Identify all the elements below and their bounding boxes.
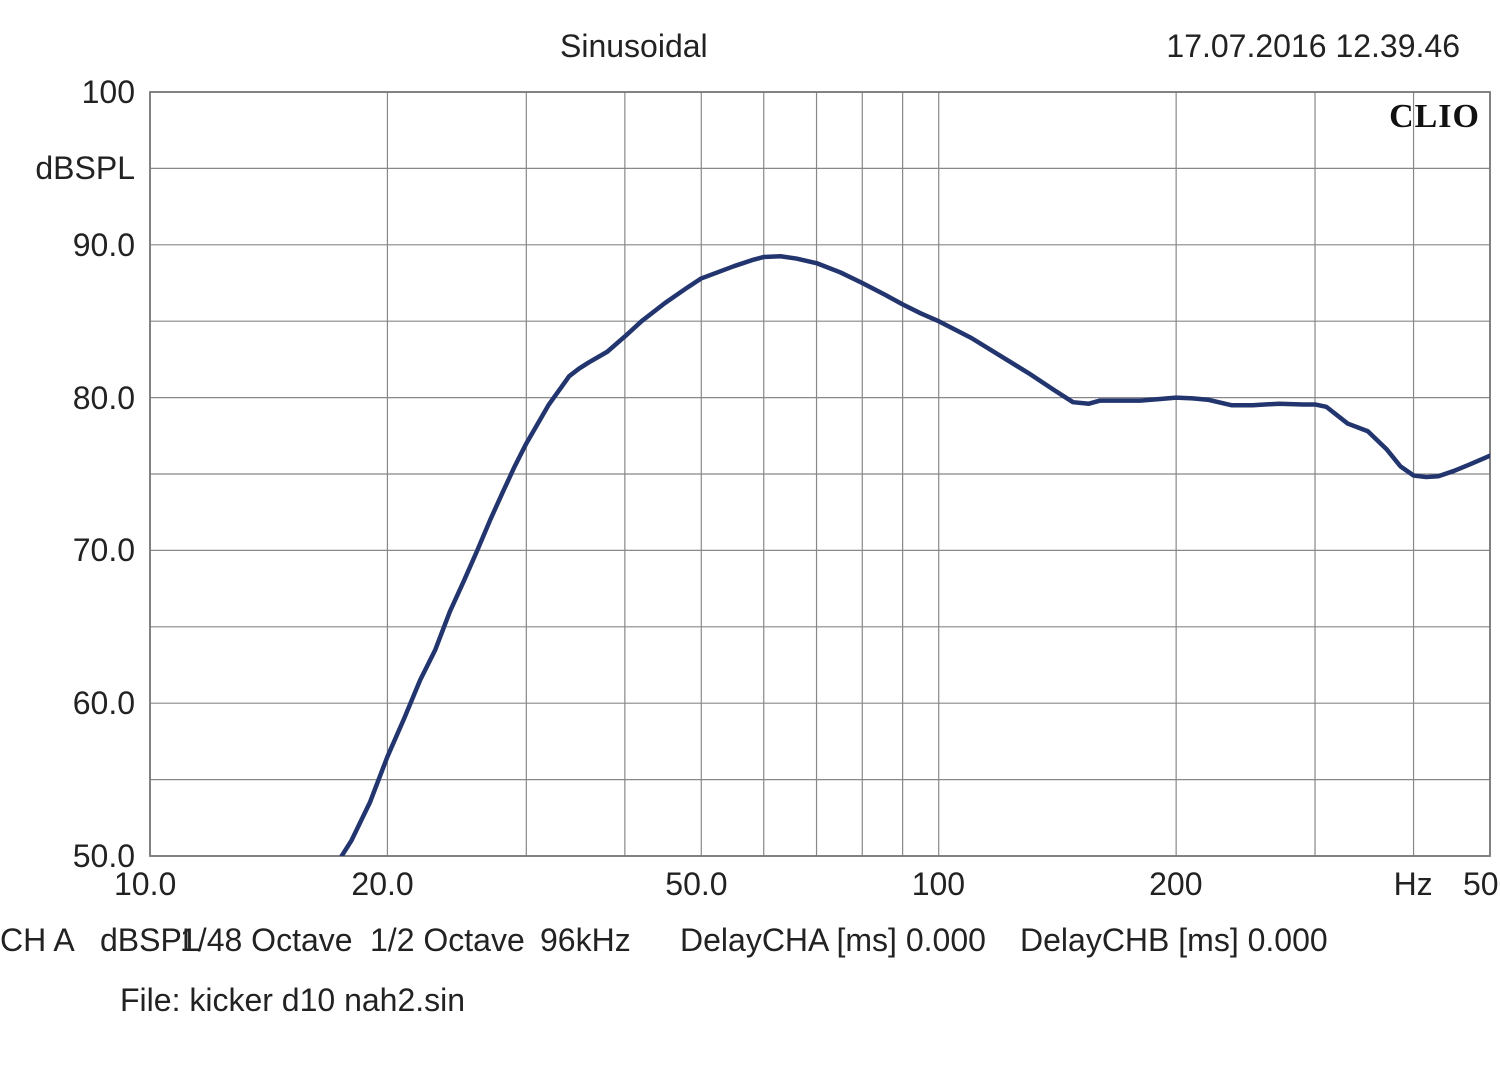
status-item: DelayCHB [ms] 0.000 <box>1020 922 1328 959</box>
chart-container: Sinusoidal 17.07.2016 12.39.46 CLIO dBSP… <box>0 0 1500 1074</box>
status-item: 1/2 Octave <box>370 922 525 959</box>
brand-label: CLIO <box>1389 98 1480 136</box>
status-item: CH A <box>0 922 75 959</box>
y-tick-label: 100 <box>82 74 135 111</box>
status-item: 96kHz <box>540 922 631 959</box>
y-axis-unit-label: dBSPL <box>35 150 135 187</box>
x-tick-label: 500 <box>1463 866 1500 903</box>
file-label: File: kicker d10 nah2.sin <box>120 982 465 1019</box>
x-tick-label: 50.0 <box>665 866 727 903</box>
y-tick-label: 60.0 <box>73 685 135 722</box>
status-item: 1/48 Octave <box>180 922 353 959</box>
x-tick-label: 100 <box>912 866 965 903</box>
frequency-response-chart <box>0 0 1500 1074</box>
x-axis-unit-label: Hz <box>1394 866 1433 903</box>
x-tick-label: 200 <box>1149 866 1202 903</box>
x-tick-label: 10.0 <box>114 866 176 903</box>
y-tick-label: 90.0 <box>73 227 135 264</box>
y-tick-label: 70.0 <box>73 532 135 569</box>
x-tick-label: 20.0 <box>351 866 413 903</box>
status-item: DelayCHA [ms] 0.000 <box>680 922 986 959</box>
y-tick-label: 80.0 <box>73 380 135 417</box>
